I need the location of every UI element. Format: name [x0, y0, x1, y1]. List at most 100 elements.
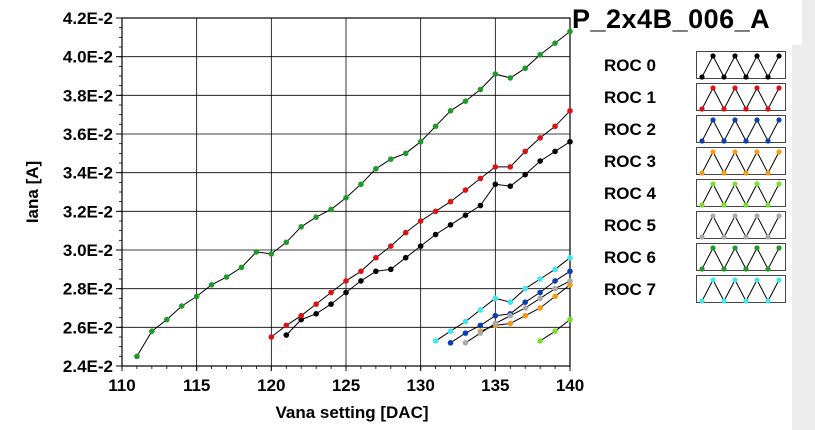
legend-swatch-line [701, 214, 780, 239]
legend-swatch-marker [754, 213, 760, 219]
legend-label: ROC 3 [604, 152, 656, 171]
legend-swatch-marker [721, 298, 727, 304]
legend-label: ROC 2 [604, 120, 656, 139]
legend-swatch-marker [743, 202, 749, 208]
legend-swatch-marker [754, 245, 760, 251]
data-point [328, 289, 334, 296]
x-axis-title: Vana setting [DAC] [275, 403, 428, 422]
data-point [373, 254, 379, 261]
y-tick-label: 2.8E-2 [63, 280, 113, 299]
data-point [492, 71, 499, 77]
data-point [567, 282, 573, 288]
legend-swatch-marker [699, 170, 705, 176]
data-point [507, 320, 514, 327]
window-edge [802, 0, 815, 430]
x-tick-label: 130 [406, 376, 434, 395]
data-point [537, 135, 543, 141]
legend-swatch-marker [765, 138, 771, 144]
legend-swatch-line [701, 182, 780, 207]
data-point [238, 264, 245, 271]
legend-swatch-marker [710, 213, 716, 219]
y-axis-title: Iana [A] [23, 161, 42, 223]
data-point [164, 316, 170, 323]
data-point [477, 322, 484, 329]
legend-swatch [696, 211, 786, 240]
legend-swatch-marker [710, 85, 716, 91]
data-point [567, 28, 573, 35]
legend-swatch-marker [776, 53, 782, 59]
legend-swatch-line [701, 86, 780, 111]
legend-swatch-marker [699, 138, 705, 144]
data-point [537, 158, 543, 164]
legend-item: ROC 7 [592, 275, 792, 304]
series-roc-5 [462, 278, 573, 346]
data-point [343, 278, 349, 284]
legend-label: ROC 1 [604, 88, 656, 107]
legend-label: ROC 4 [604, 184, 656, 203]
legend-item: ROC 4 [592, 179, 792, 208]
series-roc-0 [283, 138, 573, 338]
data-point [462, 212, 469, 218]
y-tick-label: 3.2E-2 [63, 202, 113, 221]
data-point [447, 340, 454, 346]
data-point [492, 181, 499, 188]
data-point [537, 51, 543, 58]
data-point [268, 334, 275, 340]
legend-swatch-marker [754, 53, 760, 59]
data-point [522, 299, 528, 306]
legend-swatch-marker [710, 245, 716, 251]
data-point [477, 86, 484, 93]
legend-swatch-marker [732, 53, 738, 59]
data-point [253, 249, 260, 255]
chart-title: P_2x4B_006_A [572, 4, 771, 34]
y-tick-label: 3.8E-2 [63, 86, 113, 105]
legend-swatch [696, 147, 786, 176]
data-point [402, 150, 409, 157]
legend-swatch-marker [710, 53, 716, 59]
data-point [507, 183, 514, 189]
data-point [492, 312, 499, 319]
data-point [417, 218, 424, 224]
data-point [537, 295, 543, 302]
y-tick-label: 4.0E-2 [63, 48, 113, 67]
data-point [462, 340, 469, 346]
data-point [552, 148, 558, 155]
data-point [313, 311, 319, 317]
legend-swatch-marker [776, 117, 782, 123]
data-point [462, 187, 469, 193]
data-point [567, 268, 573, 275]
legend-swatch [696, 83, 786, 112]
legend-swatch-marker [710, 181, 716, 187]
x-tick-label: 125 [332, 376, 360, 395]
data-point [388, 266, 394, 273]
data-point [149, 328, 155, 335]
legend-item: ROC 3 [592, 147, 792, 176]
data-point [477, 175, 484, 182]
legend-swatch [696, 51, 786, 80]
legend-swatch-marker [765, 202, 771, 208]
legend-swatch-marker [732, 85, 738, 91]
data-point [358, 268, 364, 275]
data-point [193, 293, 200, 300]
data-point [432, 338, 439, 344]
y-tick-label: 4.2E-2 [63, 9, 113, 28]
legend-swatch-marker [765, 298, 771, 304]
data-point [432, 208, 439, 215]
data-point [373, 268, 379, 275]
data-point [507, 312, 514, 319]
legend-swatch-marker [776, 85, 782, 91]
data-point [477, 307, 484, 313]
legend-swatch-marker [743, 138, 749, 144]
legend-swatch-marker [743, 266, 749, 272]
data-point [432, 231, 439, 238]
legend-swatch-marker [732, 117, 738, 123]
data-point [358, 181, 364, 188]
data-point [447, 108, 454, 114]
legend-swatch-marker [699, 74, 705, 80]
data-point [522, 148, 528, 155]
data-point [358, 278, 364, 284]
legend-swatch-marker [732, 149, 738, 155]
data-point [552, 40, 558, 46]
series-line [285, 141, 571, 336]
